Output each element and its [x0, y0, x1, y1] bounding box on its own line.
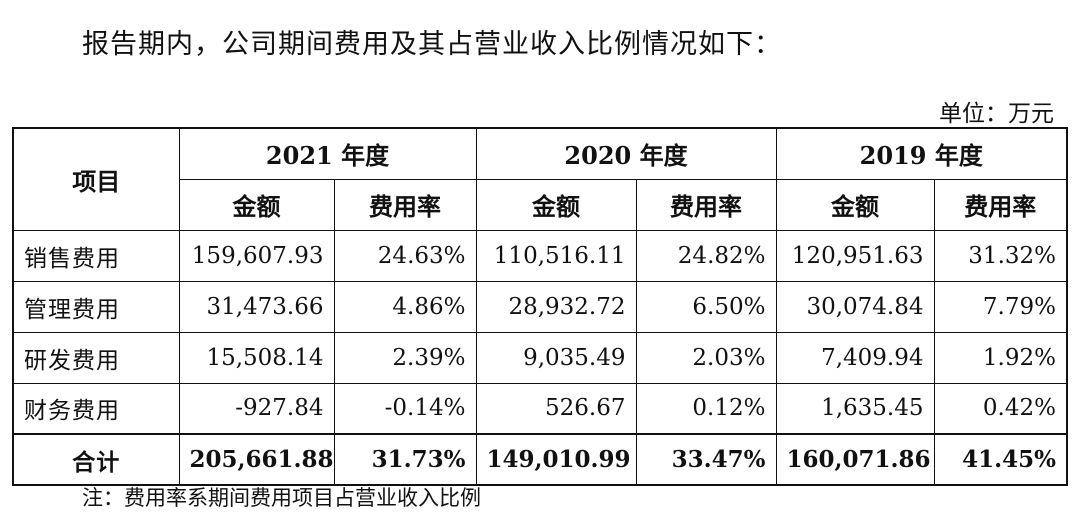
table-cell: 28,932.72: [475, 280, 637, 333]
table-cell: 24.82%: [635, 229, 777, 282]
sub-header-rate: 费用率: [333, 178, 477, 231]
table-cell: -0.14%: [333, 382, 477, 435]
item-header: 项目: [12, 127, 180, 231]
row-label: 管理费用: [12, 280, 180, 333]
total-cell: 41.45%: [933, 433, 1068, 486]
total-label: 合计: [12, 433, 180, 486]
table-cell: 15,508.14: [178, 331, 335, 384]
total-cell: 149,010.99: [475, 433, 637, 486]
table-row: 管理费用 31,473.66 4.86% 28,932.72 6.50% 30,…: [12, 280, 1068, 333]
sub-header-amount: 金额: [475, 178, 637, 231]
row-label: 研发费用: [12, 331, 180, 384]
table-cell: 120,951.63: [775, 229, 935, 282]
table-cell: 9,035.49: [475, 331, 637, 384]
table-row: 销售费用 159,607.93 24.63% 110,516.11 24.82%…: [12, 229, 1068, 282]
table-cell: 0.42%: [933, 382, 1068, 435]
header-row-years: 项目 2021 年度 2020 年度 2019 年度: [12, 127, 1068, 231]
table-cell: 4.86%: [333, 280, 477, 333]
year-header-2021: 2021 年度: [178, 127, 477, 180]
table-cell: 110,516.11: [475, 229, 637, 282]
table-row: 财务费用 -927.84 -0.14% 526.67 0.12% 1,635.4…: [12, 382, 1068, 435]
table-cell: 526.67: [475, 382, 637, 435]
table-cell: 7,409.94: [775, 331, 935, 384]
table-cell: 1,635.45: [775, 382, 935, 435]
table-cell: 159,607.93: [178, 229, 335, 282]
table-cell: 31.32%: [933, 229, 1068, 282]
table-cell: 30,074.84: [775, 280, 935, 333]
unit-label: 单位：万元: [939, 101, 1054, 127]
sub-header-amount: 金额: [178, 178, 335, 231]
table-cell: 7.79%: [933, 280, 1068, 333]
expense-table: 项目 2021 年度 2020 年度 2019 年度 金额 费用率 金额 费用率…: [12, 127, 1068, 486]
year-header-2019: 2019 年度: [775, 127, 1068, 180]
table-cell: 6.50%: [635, 280, 777, 333]
table-cell: -927.84: [178, 382, 335, 435]
total-cell: 160,071.86: [775, 433, 935, 486]
row-label: 销售费用: [12, 229, 180, 282]
table-cell: 0.12%: [635, 382, 777, 435]
table-cell: 31,473.66: [178, 280, 335, 333]
table-cell: 1.92%: [933, 331, 1068, 384]
total-cell: 205,661.88: [178, 433, 335, 486]
footnote: 注：费用率系期间费用项目占营业收入比例: [82, 486, 481, 510]
total-cell: 33.47%: [635, 433, 777, 486]
intro-text: 报告期内，公司期间费用及其占营业收入比例情况如下：: [82, 29, 782, 60]
year-header-2020: 2020 年度: [475, 127, 777, 180]
table-row: 研发费用 15,508.14 2.39% 9,035.49 2.03% 7,40…: [12, 331, 1068, 384]
sub-header-amount: 金额: [775, 178, 935, 231]
total-cell: 31.73%: [333, 433, 477, 486]
table-cell: 2.03%: [635, 331, 777, 384]
table-cell: 2.39%: [333, 331, 477, 384]
row-label: 财务费用: [12, 382, 180, 435]
sub-header-rate: 费用率: [635, 178, 777, 231]
sub-header-rate: 费用率: [933, 178, 1068, 231]
table-cell: 24.63%: [333, 229, 477, 282]
total-row: 合计 205,661.88 31.73% 149,010.99 33.47% 1…: [12, 433, 1068, 486]
